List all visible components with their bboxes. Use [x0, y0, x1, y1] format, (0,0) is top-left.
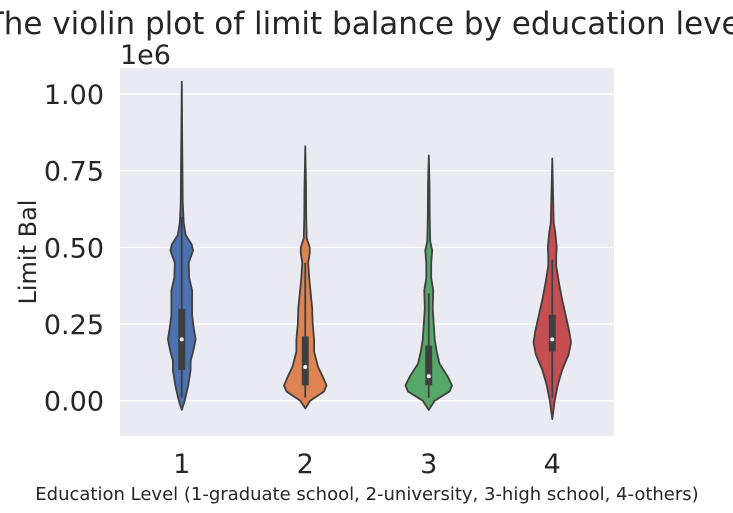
violin-group-2: [283, 145, 328, 410]
x-axis-label: Education Level (1-graduate school, 2-un…: [35, 484, 698, 505]
y-tick-label: 0.25: [44, 310, 104, 341]
y-tick-label: 0.75: [44, 157, 104, 188]
violin-group-3: [404, 154, 453, 411]
violin-group-4: [532, 157, 572, 420]
y-tick-label: 1.00: [44, 80, 104, 111]
violins: [167, 80, 572, 420]
x-tick-labels: 1 2 3 4: [173, 449, 561, 480]
x-tick-label: 1: [173, 449, 190, 480]
gridlines: [120, 93, 614, 402]
violin-body: [404, 154, 453, 411]
violin-group-1: [167, 80, 197, 411]
chart-title: The violin plot of limit balance by educ…: [0, 6, 733, 42]
violin-median-point: [550, 337, 555, 342]
violin-median-point: [179, 337, 184, 342]
y-tick-label: 0.50: [44, 233, 104, 264]
y-tick-label: 0.00: [44, 387, 104, 418]
violin-iqr-box: [548, 314, 556, 352]
x-tick-label: 3: [420, 449, 437, 480]
violin-iqr-box: [301, 336, 309, 386]
x-tick-label: 4: [544, 449, 561, 480]
plot-area: [120, 68, 614, 436]
y-tick-labels: 0.00 0.25 0.50 0.75 1.00: [44, 80, 104, 418]
violin-median-point: [303, 365, 308, 369]
y-offset-label: 1e6: [120, 40, 171, 71]
violin-median-point: [426, 374, 431, 379]
violin-iqr-box: [425, 345, 433, 386]
x-tick-label: 2: [297, 449, 314, 480]
y-axis-label: Limit Bal: [14, 200, 42, 305]
